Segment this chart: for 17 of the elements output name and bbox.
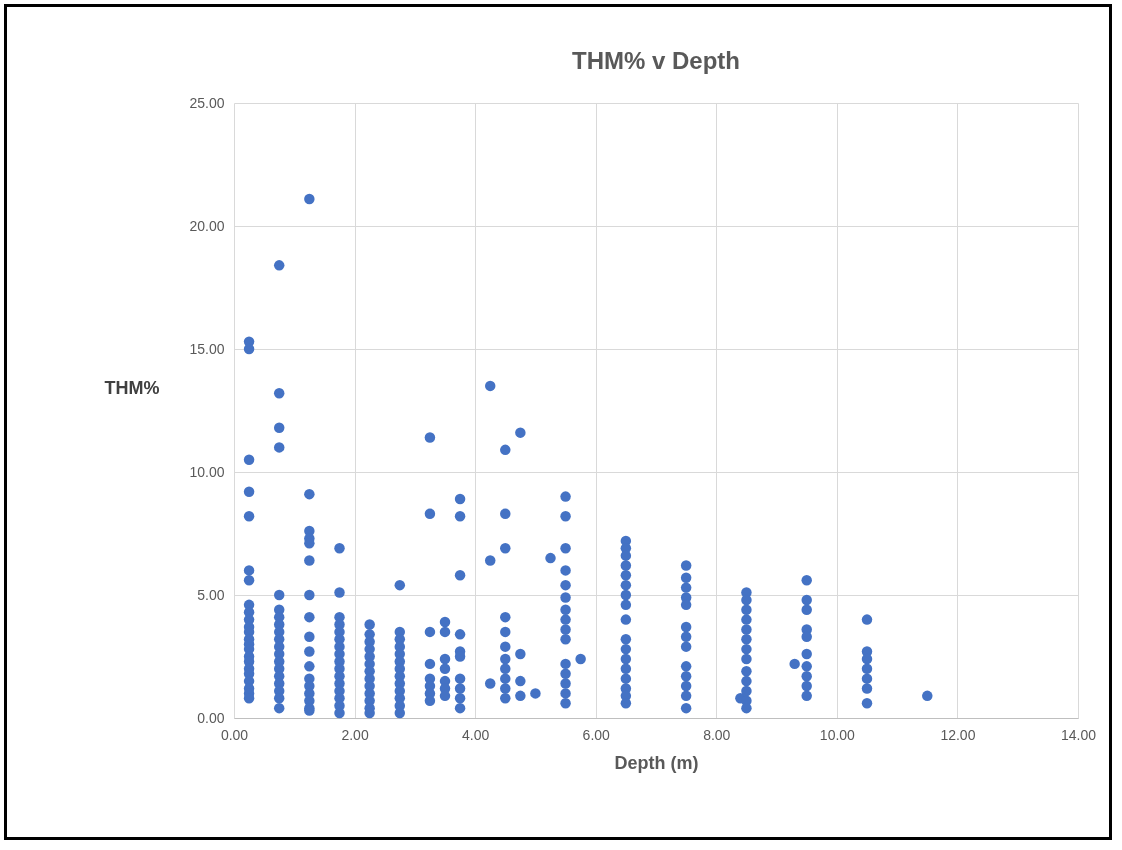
y-tick-label: 20.00 <box>189 217 225 234</box>
y-tick-label: 15.00 <box>189 340 225 357</box>
x-tick-label: 8.00 <box>703 726 731 743</box>
x-axis-title: Depth (m) <box>614 752 699 773</box>
x-tick-label: 4.00 <box>462 726 490 743</box>
x-tick-label: 14.00 <box>1060 726 1097 743</box>
x-tick-label: 10.00 <box>819 726 856 743</box>
chart-title: THM% v Depth <box>572 47 740 74</box>
y-tick-label: 0.00 <box>197 709 225 726</box>
x-tick-label: 2.00 <box>341 726 369 743</box>
x-tick-label: 12.00 <box>940 726 976 743</box>
y-axis-title: THM% <box>104 377 160 398</box>
y-tick-label: 10.00 <box>189 463 225 480</box>
y-tick-label: 5.00 <box>197 586 225 603</box>
x-tick-label: 6.00 <box>582 726 611 743</box>
y-tick-label: 25.00 <box>189 94 225 111</box>
x-tick-label: 0.00 <box>220 726 249 743</box>
